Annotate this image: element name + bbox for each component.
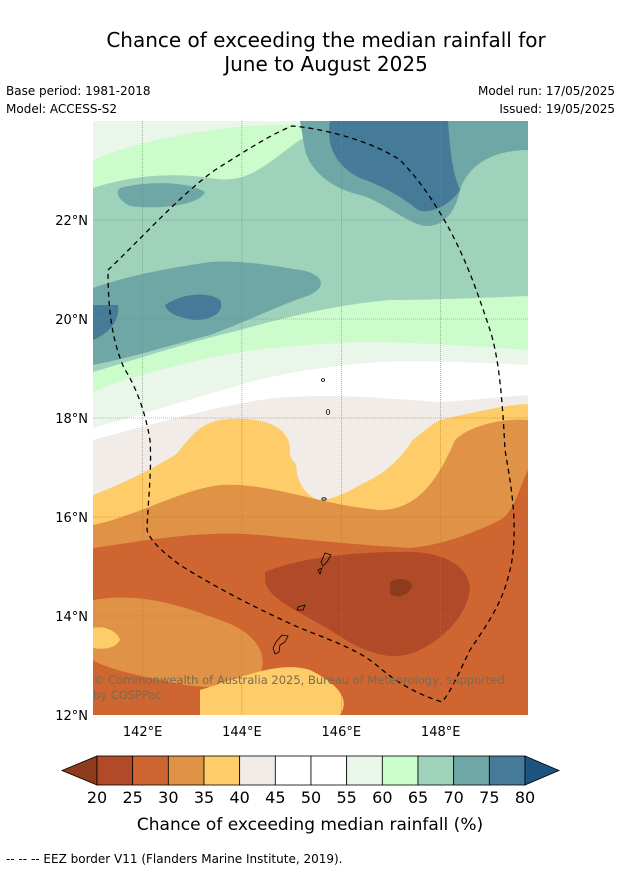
region-75-80-west (165, 294, 222, 320)
colorbar-tick-label: 35 (194, 788, 214, 807)
colorbar-label: Chance of exceeding median rainfall (%) (137, 815, 483, 835)
colorbar-tick-label: 20 (87, 788, 107, 807)
eez-legend-note: -- -- -- EEZ border V11 (Flanders Marine… (6, 852, 343, 866)
issued-date: Issued: 19/05/2025 (499, 102, 615, 116)
colorbar-tick-label: 75 (479, 788, 499, 807)
copyright-note: © Commonwealth of Australia 2025, Bureau… (93, 673, 505, 702)
island-guam (272, 634, 289, 655)
colorbar-tick-label: 40 (229, 788, 249, 807)
region-below-20 (390, 578, 412, 597)
colorbar-segment (132, 755, 169, 786)
colorbar-tick-label: 50 (301, 788, 321, 807)
island-pagan (325, 409, 330, 415)
region-75-80-edge (93, 305, 119, 340)
colorbar-segment (417, 755, 455, 786)
colorbar-segment (346, 755, 383, 786)
base-period: Base period: 1981-2018 (6, 84, 151, 98)
colorbar-segment (381, 755, 419, 786)
title-line-1: Chance of exceeding the median rainfall … (106, 28, 546, 52)
colorbar-extend-high (524, 755, 561, 786)
region-70-75-northwest (117, 183, 205, 208)
colorbar-tick-label: 65 (408, 788, 428, 807)
eez-border (107, 125, 515, 703)
colorbar-tick-label: 45 (265, 788, 285, 807)
region-35-40-south (200, 667, 344, 715)
region-40-45-pocket (296, 423, 420, 500)
region-35-40-southwest (93, 627, 120, 649)
copyright-line-2: by COSPPac (93, 688, 162, 702)
colorbar-segment (488, 755, 526, 786)
island-uracas (320, 378, 325, 382)
x-axis: 142°E 144°E 146°E 148°E (123, 725, 461, 740)
colorbar-segment (310, 755, 348, 786)
y-tick-label: 12°N (55, 709, 88, 724)
island-anatahan (321, 497, 327, 501)
map-gridlines (93, 121, 528, 715)
colorbar-tick-label: 25 (122, 788, 142, 807)
island-rota (296, 604, 306, 611)
y-tick-label: 20°N (55, 313, 88, 328)
meta-left: Base period: 1981-2018 Model: ACCESS-S2 (6, 82, 151, 118)
copyright-line-1: © Commonwealth of Australia 2025, Bureau… (93, 673, 505, 687)
colorbar-segment (167, 755, 205, 786)
region-75-80 (329, 121, 460, 212)
colorbar-segment (203, 755, 241, 786)
colorbar-tick-label: 30 (158, 788, 178, 807)
colorbar-segment (96, 755, 134, 786)
colorbar: 20 25 30 35 40 45 50 55 60 65 70 75 80 (60, 755, 561, 807)
colorbar-segment (453, 755, 490, 786)
region-30-35-southwest (93, 597, 263, 687)
island-saipan-tinian (317, 552, 332, 576)
y-axis: 22°N 20°N 18°N 16°N 14°N 12°N (55, 214, 88, 724)
colorbar-tick-label: 80 (515, 788, 535, 807)
y-tick-label: 16°N (55, 511, 88, 526)
y-tick-label: 18°N (55, 412, 88, 427)
x-tick-label: 144°E (222, 725, 262, 740)
colorbar-segment (274, 755, 312, 786)
colorbar-tick-label: 55 (336, 788, 356, 807)
chart-title: Chance of exceeding the median rainfall … (0, 28, 621, 76)
title-line-2: June to August 2025 (224, 52, 428, 76)
x-tick-label: 146°E (322, 725, 362, 740)
model-name: Model: ACCESS-S2 (6, 102, 118, 116)
colorbar-extend-low (60, 755, 98, 786)
colorbar-tick-label: 70 (443, 788, 463, 807)
y-tick-label: 22°N (55, 214, 88, 229)
island-outlines (272, 378, 332, 655)
region-25-30-south (440, 687, 528, 715)
map-fill-layers (93, 121, 528, 715)
x-tick-label: 148°E (421, 725, 461, 740)
colorbar-segment (239, 755, 276, 786)
x-tick-label: 142°E (123, 725, 163, 740)
model-run: Model run: 17/05/2025 (477, 84, 615, 98)
region-20-25 (265, 551, 470, 657)
colorbar-tick-label: 60 (372, 788, 392, 807)
meta-right: Model run: 17/05/2025 Issued: 19/05/2025 (478, 82, 615, 118)
y-tick-label: 14°N (55, 610, 88, 625)
